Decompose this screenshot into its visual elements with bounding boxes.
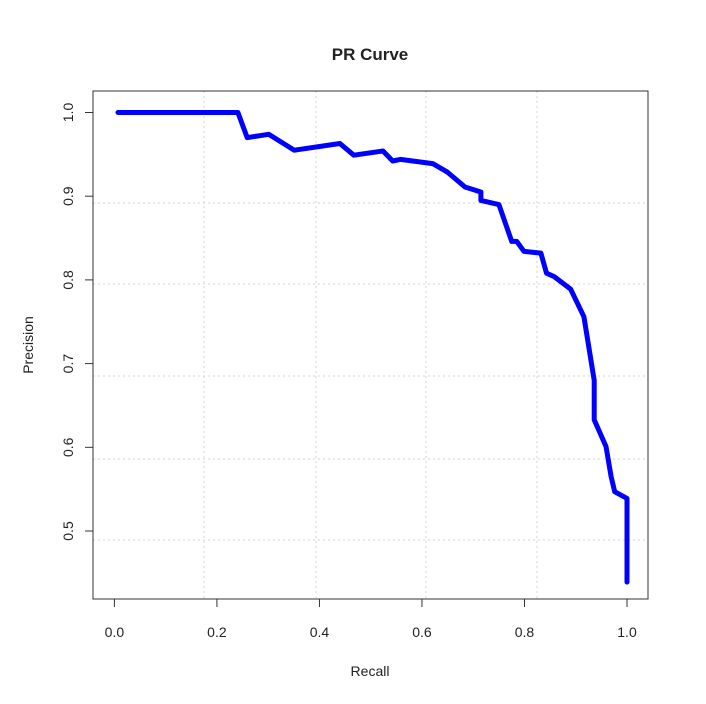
chart-title: PR Curve [332, 45, 409, 64]
y-axis: 0.5 0.6 0.7 0.8 0.9 1.0 [60, 103, 93, 541]
x-tick-label: 0.6 [412, 624, 432, 640]
x-tick-label: 0.2 [207, 624, 227, 640]
x-axis: 0.0 0.2 0.4 0.6 0.8 1.0 [105, 599, 637, 640]
series-layer [118, 112, 627, 582]
y-tick-label: 0.6 [60, 437, 76, 457]
y-tick-label: 0.5 [60, 521, 76, 541]
x-tick-label: 0.4 [310, 624, 330, 640]
x-axis-label: Recall [351, 663, 390, 679]
x-tick-label: 1.0 [617, 624, 637, 640]
pr-curve-line [118, 113, 627, 583]
y-tick-label: 0.8 [60, 270, 76, 290]
y-tick-label: 1.0 [60, 103, 76, 123]
x-tick-label: 0.8 [515, 624, 535, 640]
y-axis-label: Precision [20, 316, 36, 374]
y-tick-label: 0.9 [60, 186, 76, 206]
plot-frame [93, 91, 648, 599]
y-tick-label: 0.7 [60, 354, 76, 374]
grid [93, 91, 648, 599]
x-tick-label: 0.0 [105, 624, 125, 640]
